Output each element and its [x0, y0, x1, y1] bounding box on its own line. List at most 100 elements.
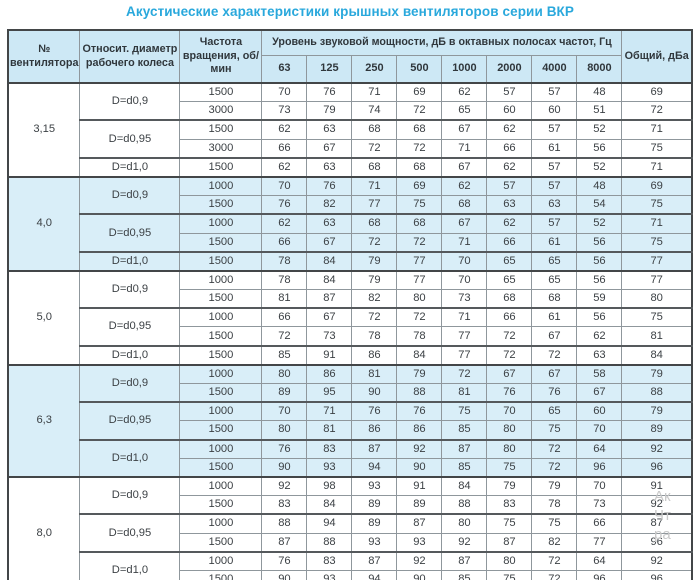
total-dba-cell: 75 — [621, 138, 693, 159]
spl-value-cell-250: 68 — [351, 213, 398, 234]
spl-value-cell-125: 76 — [306, 82, 353, 103]
spl-value-cell-1000: 85 — [441, 457, 488, 478]
spl-value-cell-1000: 67 — [441, 156, 488, 178]
spl-value-cell-8000: 64 — [576, 438, 623, 459]
spl-value-cell-125: 63 — [306, 213, 353, 234]
spl-value-cell-2000: 80 — [486, 550, 533, 571]
spl-value-cell-125: 84 — [306, 495, 353, 515]
header-freq-125: 125 — [306, 55, 353, 84]
spl-value-cell-500: 69 — [396, 82, 443, 103]
spl-value-cell-250: 87 — [351, 438, 398, 459]
spl-value-cell-1000: 73 — [441, 289, 488, 309]
diameter-cell: D=d1,0 — [79, 344, 181, 366]
spl-value-cell-2000: 87 — [486, 532, 533, 553]
spl-value-cell-125: 95 — [306, 383, 353, 403]
spl-value-cell-1000: 71 — [441, 307, 488, 328]
spl-value-cell-8000: 59 — [576, 289, 623, 309]
spl-value-cell-2000: 80 — [486, 420, 533, 441]
spl-value-cell-500: 84 — [396, 344, 443, 366]
table-row: D=d0,95 1000 88 94 89 87 80 75 75 66 87 — [8, 513, 693, 553]
spl-value-cell-250: 72 — [351, 138, 398, 159]
total-dba-cell: 92 — [621, 438, 693, 459]
spl-value-cell-63: 78 — [261, 250, 308, 272]
total-dba-cell: 84 — [621, 344, 693, 366]
header-impeller-diameter: Относит. диаметр рабочего колеса — [79, 29, 181, 84]
table-row: 1500 89 95 90 88 81 76 76 67 88 — [8, 383, 693, 403]
spl-value-cell-8000: 52 — [576, 156, 623, 178]
spl-value-cell-500: 77 — [396, 269, 443, 291]
spl-value-cell-63: 90 — [261, 457, 308, 478]
spl-value-cell-125: 73 — [306, 326, 353, 347]
speed-cell: 1000 — [179, 175, 263, 197]
spl-value-cell-250: 94 — [351, 457, 398, 478]
spl-value-cell-8000: 70 — [576, 420, 623, 441]
spl-value-cell-1000: 87 — [441, 438, 488, 459]
header-freq-4000: 4000 — [531, 55, 578, 84]
table-row: D=d1,0 1000 76 83 87 92 87 80 72 64 92 — [8, 438, 693, 478]
spl-value-cell-2000: 83 — [486, 495, 533, 515]
spl-value-cell-2000: 63 — [486, 195, 533, 215]
total-dba-cell: 87 — [621, 513, 693, 534]
spl-value-cell-1000: 87 — [441, 550, 488, 571]
spl-value-cell-500: 75 — [396, 195, 443, 215]
table-row: 1500 76 82 77 75 68 63 63 54 75 — [8, 195, 693, 215]
spl-value-cell-4000: 75 — [531, 420, 578, 441]
spl-value-cell-500: 90 — [396, 569, 443, 580]
table-row: 1500 87 88 93 93 92 87 82 77 96 — [8, 532, 693, 553]
spl-value-cell-500: 87 — [396, 513, 443, 534]
spl-value-cell-8000: 96 — [576, 457, 623, 478]
spl-value-cell-63: 66 — [261, 307, 308, 328]
acoustic-table-container: № вентилятора Относит. диаметр рабочего … — [7, 29, 693, 580]
spl-value-cell-63: 70 — [261, 175, 308, 197]
spl-value-cell-500: 72 — [396, 232, 443, 253]
spl-value-cell-8000: 54 — [576, 195, 623, 215]
spl-value-cell-4000: 57 — [531, 156, 578, 178]
spl-value-cell-8000: 62 — [576, 326, 623, 347]
page-title: Акустические характеристики крышных вент… — [125, 4, 574, 19]
spl-value-cell-2000: 62 — [486, 213, 533, 234]
diameter-cell: D=d1,0 — [79, 156, 181, 178]
speed-cell: 1500 — [179, 156, 263, 178]
header-freq-500: 500 — [396, 55, 443, 84]
spl-value-cell-4000: 65 — [531, 401, 578, 422]
spl-value-cell-63: 66 — [261, 138, 308, 159]
spl-value-cell-250: 68 — [351, 119, 398, 140]
spl-value-cell-4000: 67 — [531, 363, 578, 384]
spl-value-cell-4000: 72 — [531, 457, 578, 478]
spl-value-cell-250: 93 — [351, 475, 398, 497]
table-row: D=d1,0 1000 76 83 87 92 87 80 72 64 92 — [8, 550, 693, 580]
speed-cell: 1000 — [179, 307, 263, 328]
speed-cell: 1500 — [179, 495, 263, 515]
diameter-cell: D=d0,95 — [79, 213, 181, 253]
spl-value-cell-63: 73 — [261, 101, 308, 121]
header-freq-8000: 8000 — [576, 55, 623, 84]
spl-value-cell-63: 78 — [261, 269, 308, 291]
total-dba-cell: 96 — [621, 457, 693, 478]
spl-value-cell-8000: 66 — [576, 513, 623, 534]
spl-value-cell-4000: 78 — [531, 495, 578, 515]
spl-value-cell-4000: 57 — [531, 119, 578, 140]
spl-value-cell-8000: 63 — [576, 344, 623, 366]
spl-value-cell-4000: 79 — [531, 475, 578, 497]
spl-value-cell-500: 92 — [396, 438, 443, 459]
spl-value-cell-1000: 68 — [441, 195, 488, 215]
spl-value-cell-4000: 61 — [531, 307, 578, 328]
table-row: 1500 90 93 94 90 85 75 72 96 96 — [8, 457, 693, 478]
spl-value-cell-2000: 65 — [486, 250, 533, 272]
spl-value-cell-4000: 57 — [531, 82, 578, 103]
table-row: D=d1,0 1500 62 63 68 68 67 62 57 52 71 — [8, 156, 693, 178]
table-body: 3,15 D=d0,9 1500 70 76 71 69 62 57 57 48 69 3000 73 79… — [7, 81, 693, 580]
spl-value-cell-63: 62 — [261, 156, 308, 178]
spl-value-cell-63: 72 — [261, 326, 308, 347]
spl-value-cell-125: 83 — [306, 438, 353, 459]
spl-value-cell-250: 89 — [351, 513, 398, 534]
total-dba-cell: 96 — [621, 532, 693, 553]
spl-value-cell-2000: 72 — [486, 326, 533, 347]
total-dba-cell: 89 — [621, 420, 693, 441]
spl-value-cell-500: 78 — [396, 326, 443, 347]
spl-value-cell-500: 90 — [396, 457, 443, 478]
spl-value-cell-1000: 70 — [441, 250, 488, 272]
total-dba-cell: 79 — [621, 401, 693, 422]
spl-value-cell-250: 68 — [351, 156, 398, 178]
spl-value-cell-8000: 67 — [576, 383, 623, 403]
